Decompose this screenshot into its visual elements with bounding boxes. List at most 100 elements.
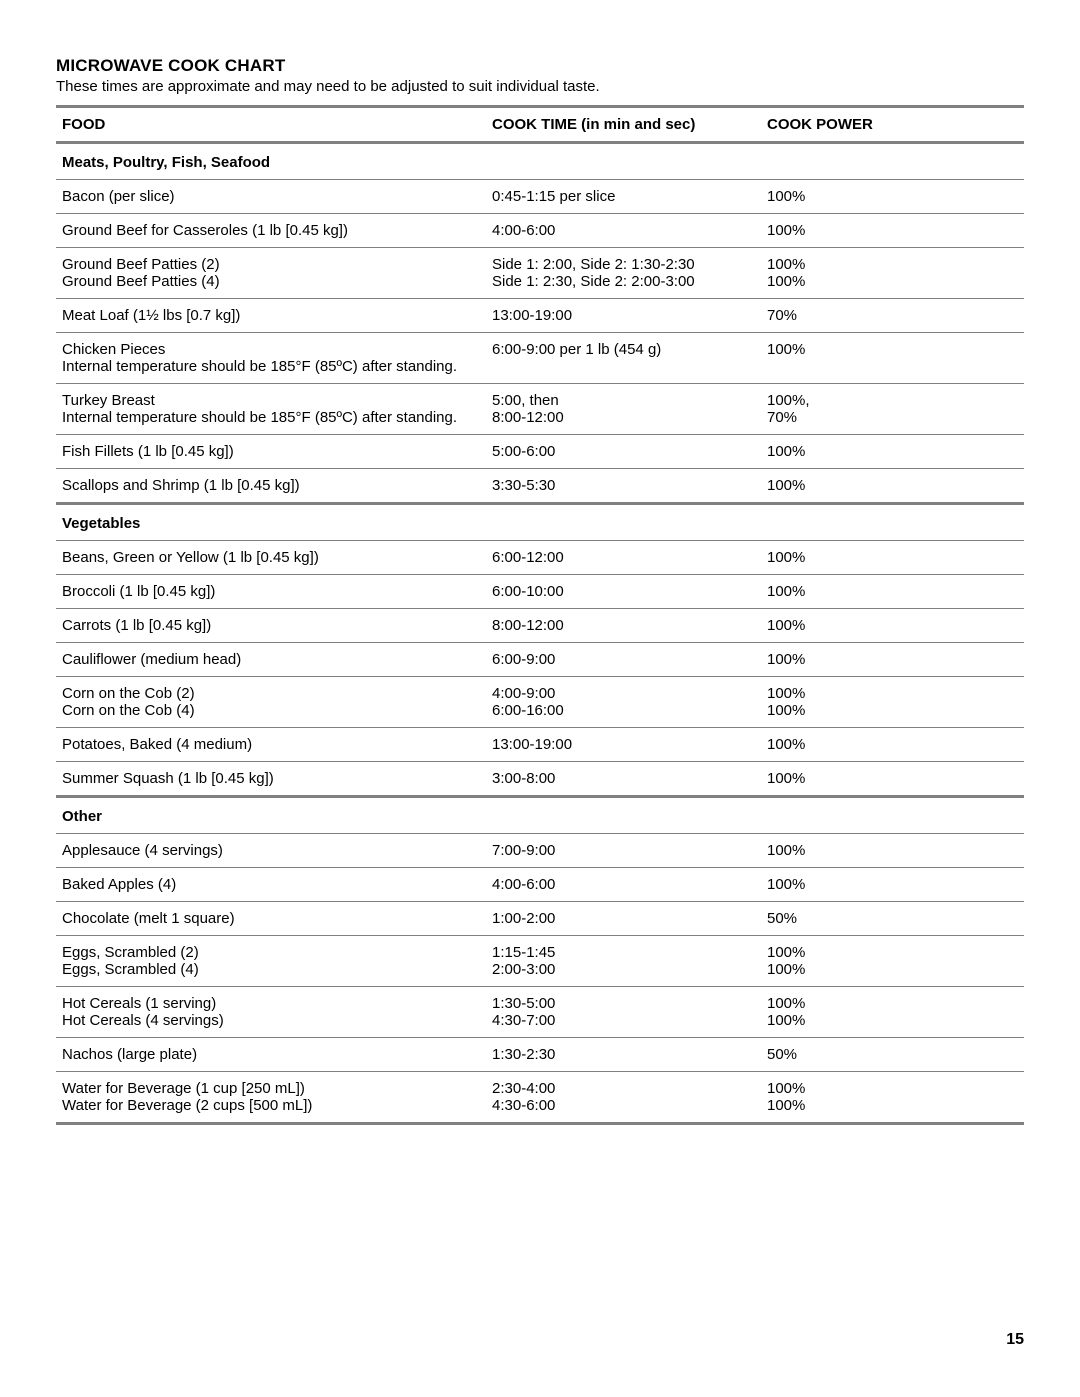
cell-power-line: 100% xyxy=(767,944,1018,961)
cell-time-line: 0:45-1:15 per slice xyxy=(492,188,755,205)
table-row: Broccoli (1 lb [0.45 kg])6:00-10:00100% xyxy=(56,575,1024,609)
table-row: Water for Beverage (1 cup [250 mL])Water… xyxy=(56,1072,1024,1124)
cell-food-line: Bacon (per slice) xyxy=(62,188,480,205)
cell-power-line: 100% xyxy=(767,188,1018,205)
cell-time-line: 6:00-9:00 per 1 lb (454 g) xyxy=(492,341,755,358)
cell-time: 3:30-5:30 xyxy=(486,469,761,504)
cell-time: 4:00-6:00 xyxy=(486,214,761,248)
table-row: Chocolate (melt 1 square)1:00-2:0050% xyxy=(56,902,1024,936)
cell-power-line: 100% xyxy=(767,341,1018,358)
cell-time: 6:00-10:00 xyxy=(486,575,761,609)
cell-power-line: 100% xyxy=(767,685,1018,702)
cell-time: 2:30-4:004:30-6:00 xyxy=(486,1072,761,1124)
cell-power-line: 100% xyxy=(767,549,1018,566)
cell-time: Side 1: 2:00, Side 2: 1:30-2:30Side 1: 2… xyxy=(486,248,761,299)
cell-time-line: 13:00-19:00 xyxy=(492,736,755,753)
cell-food-line: Potatoes, Baked (4 medium) xyxy=(62,736,480,753)
cell-food-line: Ground Beef for Casseroles (1 lb [0.45 k… xyxy=(62,222,480,239)
cell-time: 4:00-6:00 xyxy=(486,868,761,902)
cell-food-line: Baked Apples (4) xyxy=(62,876,480,893)
cell-food-line: Hot Cereals (4 servings) xyxy=(62,1012,480,1029)
cell-power-line: 100% xyxy=(767,876,1018,893)
cell-time: 6:00-9:00 per 1 lb (454 g) xyxy=(486,333,761,384)
table-row: Scallops and Shrimp (1 lb [0.45 kg])3:30… xyxy=(56,469,1024,504)
cell-time-line: 6:00-16:00 xyxy=(492,702,755,719)
cell-time-line: 6:00-12:00 xyxy=(492,549,755,566)
cell-power-line: 100%, xyxy=(767,392,1018,409)
cell-food-line: Chicken Pieces xyxy=(62,341,480,358)
cell-food-line: Water for Beverage (1 cup [250 mL]) xyxy=(62,1080,480,1097)
table-header-row: FOOD COOK TIME (in min and sec) COOK POW… xyxy=(56,107,1024,143)
cell-food: Meat Loaf (1½ lbs [0.7 kg]) xyxy=(56,299,486,333)
cell-power-line: 70% xyxy=(767,409,1018,426)
cell-food-line: Internal temperature should be 185°F (85… xyxy=(62,358,480,375)
cell-time-line: 13:00-19:00 xyxy=(492,307,755,324)
col-food: FOOD xyxy=(56,107,486,143)
cell-food: Ground Beef for Casseroles (1 lb [0.45 k… xyxy=(56,214,486,248)
cell-power-line: 100% xyxy=(767,651,1018,668)
cell-power-line: 50% xyxy=(767,1046,1018,1063)
cell-food-line: Fish Fillets (1 lb [0.45 kg]) xyxy=(62,443,480,460)
cell-food-line: Eggs, Scrambled (2) xyxy=(62,944,480,961)
section-row: Meats, Poultry, Fish, Seafood xyxy=(56,143,1024,180)
cell-food: Chicken PiecesInternal temperature shoul… xyxy=(56,333,486,384)
cell-time-line: 5:00-6:00 xyxy=(492,443,755,460)
cell-time: 8:00-12:00 xyxy=(486,609,761,643)
cell-food: Chocolate (melt 1 square) xyxy=(56,902,486,936)
cell-food-line: Ground Beef Patties (4) xyxy=(62,273,480,290)
cell-time: 0:45-1:15 per slice xyxy=(486,180,761,214)
table-row: Ground Beef for Casseroles (1 lb [0.45 k… xyxy=(56,214,1024,248)
cell-power-line: 50% xyxy=(767,910,1018,927)
cell-power-line: 100% xyxy=(767,477,1018,494)
table-row: Corn on the Cob (2)Corn on the Cob (4)4:… xyxy=(56,677,1024,728)
cell-food: Fish Fillets (1 lb [0.45 kg]) xyxy=(56,435,486,469)
table-row: Potatoes, Baked (4 medium)13:00-19:00100… xyxy=(56,728,1024,762)
cell-food-line: Chocolate (melt 1 square) xyxy=(62,910,480,927)
cell-power-line: 100% xyxy=(767,1080,1018,1097)
table-row: Turkey BreastInternal temperature should… xyxy=(56,384,1024,435)
cell-food: Applesauce (4 servings) xyxy=(56,834,486,868)
cell-food: Ground Beef Patties (2)Ground Beef Patti… xyxy=(56,248,486,299)
cell-time: 4:00-9:006:00-16:00 xyxy=(486,677,761,728)
cell-food: Nachos (large plate) xyxy=(56,1038,486,1072)
cell-power: 100%,70% xyxy=(761,384,1024,435)
cell-power: 100% xyxy=(761,333,1024,384)
cell-time-line: 1:30-2:30 xyxy=(492,1046,755,1063)
cell-food-line: Broccoli (1 lb [0.45 kg]) xyxy=(62,583,480,600)
cell-time-line: 1:30-5:00 xyxy=(492,995,755,1012)
cell-time-line: 4:30-6:00 xyxy=(492,1097,755,1114)
table-row: Beans, Green or Yellow (1 lb [0.45 kg]) 6… xyxy=(56,541,1024,575)
cell-power-line: 100% xyxy=(767,443,1018,460)
table-row: Fish Fillets (1 lb [0.45 kg]) 5:00-6:00 10… xyxy=(56,435,1024,469)
cell-food: Cauliflower (medium head) xyxy=(56,643,486,677)
cell-time: 6:00-12:00 xyxy=(486,541,761,575)
page-number: 15 xyxy=(1006,1331,1024,1349)
cell-time-line: 4:00-6:00 xyxy=(492,876,755,893)
table-row: Carrots (1 lb [0.45 kg])8:00-12:00100% xyxy=(56,609,1024,643)
cell-food-line: Carrots (1 lb [0.45 kg]) xyxy=(62,617,480,634)
cell-food: Summer Squash (1 lb [0.45 kg]) xyxy=(56,762,486,797)
cell-power: 70% xyxy=(761,299,1024,333)
cell-food: Bacon (per slice) xyxy=(56,180,486,214)
cell-food: Potatoes, Baked (4 medium) xyxy=(56,728,486,762)
cell-time: 3:00-8:00 xyxy=(486,762,761,797)
cell-food: Water for Beverage (1 cup [250 mL])Water… xyxy=(56,1072,486,1124)
cell-power: 100% xyxy=(761,868,1024,902)
cell-food-line: Cauliflower (medium head) xyxy=(62,651,480,668)
cell-food-line: Nachos (large plate) xyxy=(62,1046,480,1063)
cell-time: 5:00-6:00 xyxy=(486,435,761,469)
cell-power: 100% xyxy=(761,834,1024,868)
cell-food-line: Beans, Green or Yellow (1 lb [0.45 kg]) xyxy=(62,549,480,566)
cell-power: 100% xyxy=(761,541,1024,575)
cell-time: 13:00-19:00 xyxy=(486,728,761,762)
cell-time: 5:00, then8:00-12:00 xyxy=(486,384,761,435)
page-title: MICROWAVE COOK CHART xyxy=(56,56,1024,76)
table-row: Hot Cereals (1 serving)Hot Cereals (4 se… xyxy=(56,987,1024,1038)
cell-food: Turkey BreastInternal temperature should… xyxy=(56,384,486,435)
cell-food: Corn on the Cob (2)Corn on the Cob (4) xyxy=(56,677,486,728)
cell-time-line: 6:00-9:00 xyxy=(492,651,755,668)
cell-time: 1:30-2:30 xyxy=(486,1038,761,1072)
cell-power-line: 100% xyxy=(767,995,1018,1012)
cell-power-line: 100% xyxy=(767,961,1018,978)
col-time: COOK TIME (in min and sec) xyxy=(486,107,761,143)
